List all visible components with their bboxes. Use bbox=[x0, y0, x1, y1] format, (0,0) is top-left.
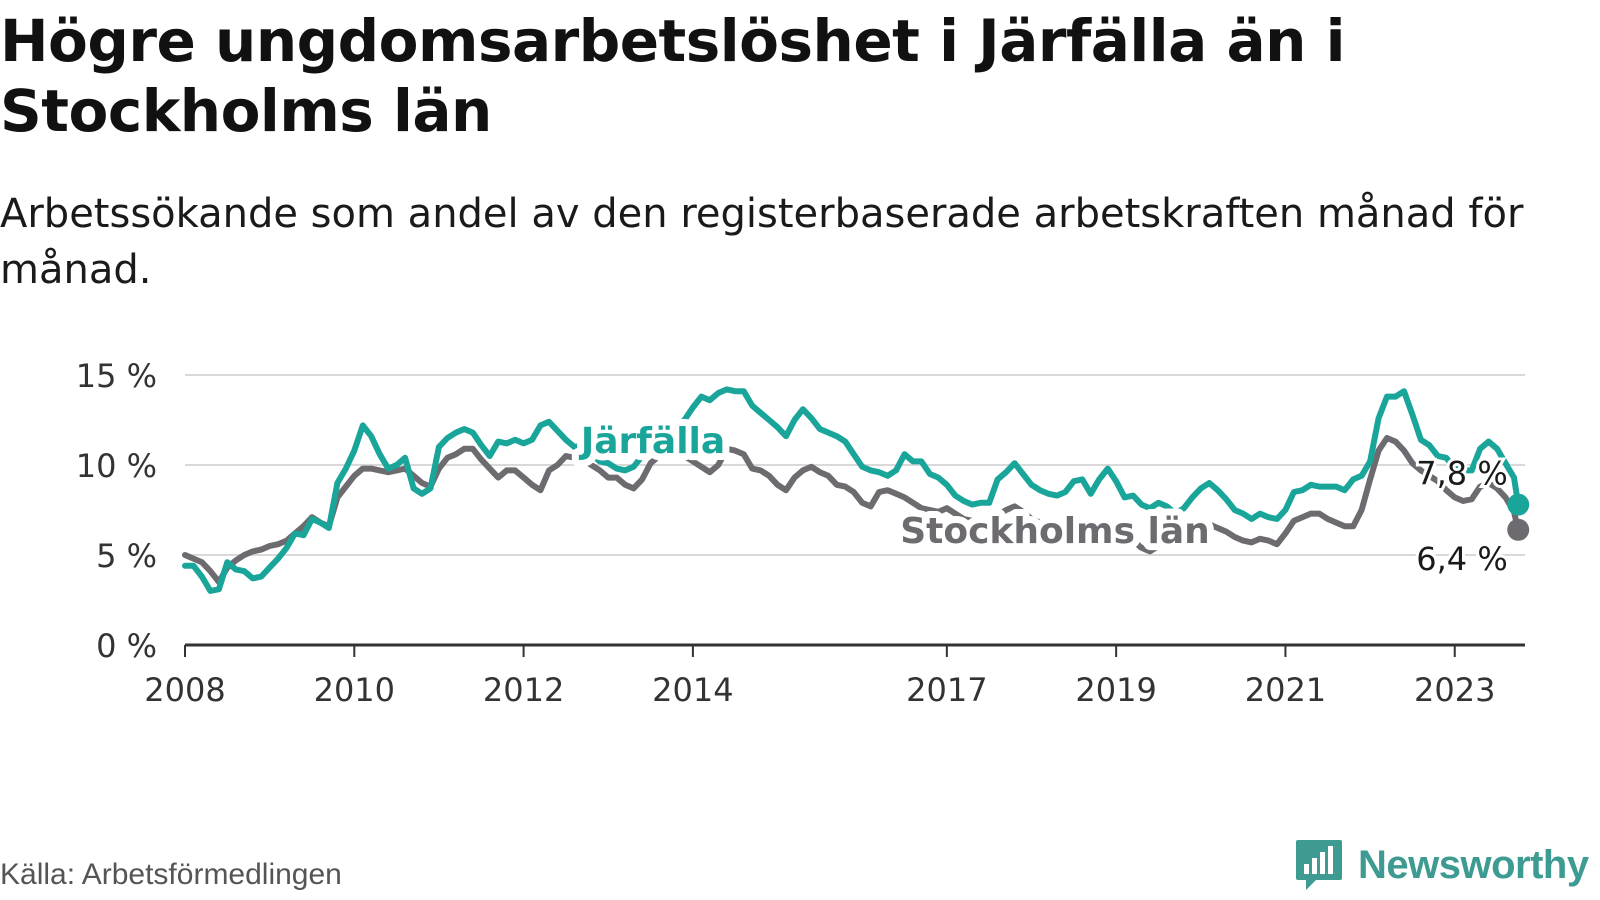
line-chart: 0 % 5 % 10 % 15 % 2008 2010 2012 2014 2017 2019 20… bbox=[76, 357, 1530, 709]
newsworthy-icon bbox=[1296, 840, 1342, 890]
x-tick-label: 2008 bbox=[144, 671, 225, 709]
series-label-stockholm: Stockholms län bbox=[900, 511, 1210, 552]
end-marker-jarfalla bbox=[1507, 493, 1530, 516]
x-tick-label: 2019 bbox=[1075, 671, 1156, 709]
x-tick-label: 2023 bbox=[1414, 671, 1495, 709]
end-marker-stockholm bbox=[1507, 518, 1530, 541]
x-tick-label: 2010 bbox=[314, 671, 395, 709]
x-tick-label: 2014 bbox=[652, 671, 733, 709]
y-tick-label: 0 % bbox=[96, 627, 157, 665]
y-tick-label: 5 % bbox=[96, 537, 157, 575]
brand-name: Newsworthy bbox=[1358, 842, 1589, 887]
newsworthy-logo: Newsworthy bbox=[1294, 838, 1589, 892]
x-tick-label: 2012 bbox=[483, 671, 564, 709]
end-label-jarfalla: 7,8 % bbox=[1416, 455, 1507, 493]
series-label-jarfalla: Järfälla bbox=[578, 421, 725, 462]
x-tick-label: 2017 bbox=[906, 671, 987, 709]
chart-subtitle: Arbetssökande som andel av den registerb… bbox=[0, 191, 1524, 293]
y-tick-label: 10 % bbox=[76, 447, 157, 485]
end-label-stockholm: 6,4 % bbox=[1416, 540, 1507, 578]
y-tick-label: 15 % bbox=[76, 357, 157, 395]
series-line-jarfalla bbox=[182, 386, 1522, 594]
source-note: Källa: Arbetsförmedlingen bbox=[0, 858, 342, 891]
chart-title: Högre ungdomsarbetslöshet i Järfälla än … bbox=[0, 7, 1345, 145]
x-tick-label: 2021 bbox=[1245, 671, 1326, 709]
